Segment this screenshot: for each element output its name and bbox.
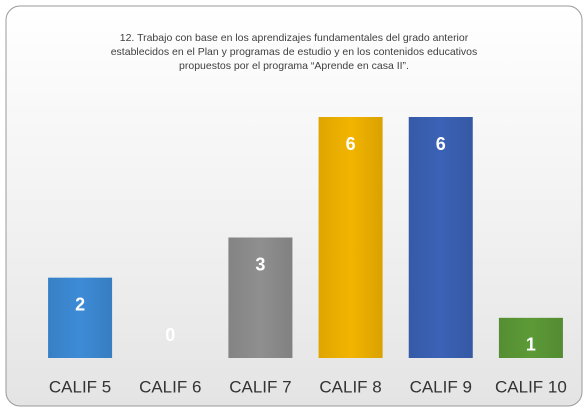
- x-tick-label: CALIF 10: [495, 377, 567, 396]
- data-label: 3: [255, 254, 265, 274]
- x-tick-label: CALIF 9: [410, 377, 472, 396]
- bar-shade: [48, 277, 113, 358]
- x-tick-label: CALIF 7: [229, 377, 291, 396]
- x-tick-label: CALIF 5: [49, 377, 111, 396]
- bar-shade: [318, 117, 383, 358]
- chart-title: 12. Trabajo con base en los aprendizajes…: [120, 32, 469, 44]
- chart-title: establecidos en el Plan y programas de e…: [111, 46, 478, 58]
- x-tick-label: CALIF 8: [319, 377, 381, 396]
- data-label: 6: [436, 134, 446, 154]
- bar-shade: [228, 237, 293, 358]
- bar-shade: [408, 117, 473, 358]
- data-label: 6: [346, 134, 356, 154]
- data-label: 1: [526, 335, 536, 355]
- chart-title: propuestos por el programa “Aprende en c…: [179, 60, 409, 72]
- data-label: 0: [165, 325, 175, 345]
- bar-shade: [498, 317, 563, 358]
- data-label: 2: [75, 294, 85, 314]
- x-tick-label: CALIF 6: [139, 377, 201, 396]
